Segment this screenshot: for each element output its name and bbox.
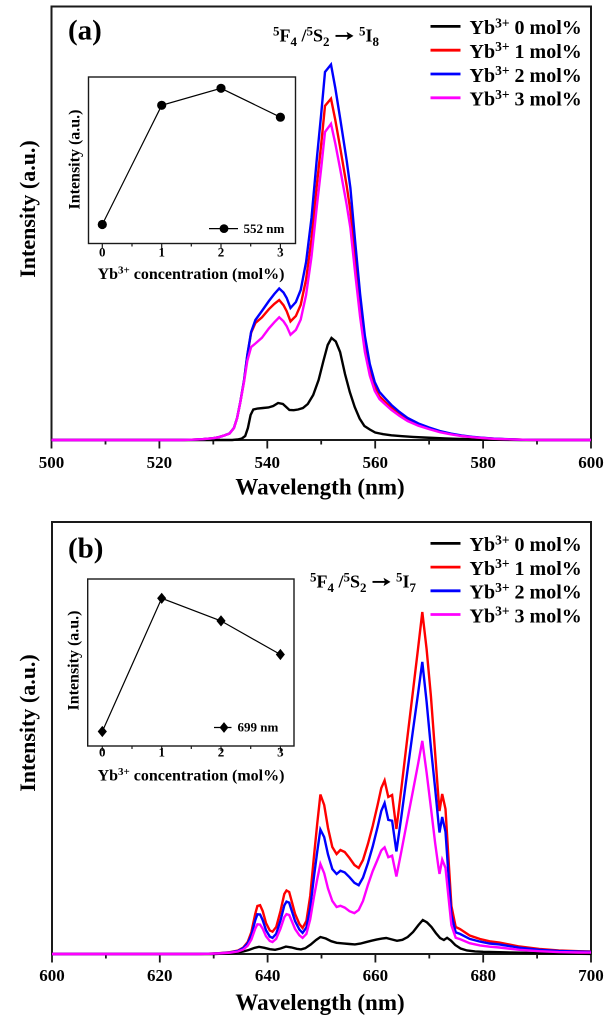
svg-text:580: 580: [470, 453, 496, 472]
svg-text:620: 620: [147, 966, 173, 985]
svg-text:660: 660: [363, 966, 389, 985]
svg-text:Intensity (a.u.): Intensity (a.u.): [66, 610, 83, 710]
svg-text:600: 600: [39, 966, 65, 985]
svg-text:Yb3+ concentration (mol%): Yb3+ concentration (mol%): [98, 265, 285, 284]
svg-text:552 nm: 552 nm: [244, 221, 285, 236]
svg-text:640: 640: [255, 966, 281, 985]
svg-text:540: 540: [255, 453, 281, 472]
svg-text:Yb3+ 0 mol%: Yb3+ 0 mol%: [470, 532, 582, 556]
svg-text:700: 700: [578, 966, 604, 985]
svg-text:3: 3: [277, 745, 284, 760]
svg-text:680: 680: [470, 966, 496, 985]
svg-text:Yb3+ 1 mol%: Yb3+ 1 mol%: [470, 39, 582, 63]
svg-text:2: 2: [218, 745, 225, 760]
svg-text:Yb3+ 2 mol%: Yb3+ 2 mol%: [470, 580, 582, 604]
svg-text:(a): (a): [68, 15, 102, 47]
svg-text:Yb3+ 0 mol%: Yb3+ 0 mol%: [470, 15, 582, 39]
svg-text:3: 3: [277, 245, 284, 260]
svg-text:600: 600: [578, 453, 604, 472]
svg-text:500: 500: [39, 453, 65, 472]
svg-text:0: 0: [99, 745, 106, 760]
svg-text:(b): (b): [68, 533, 103, 565]
svg-text:5F4 /5S2: 5F4 /5S2: [310, 570, 367, 596]
svg-text:1: 1: [158, 745, 165, 760]
svg-text:1: 1: [158, 245, 165, 260]
svg-text:0: 0: [99, 245, 106, 260]
svg-text:699 nm: 699 nm: [238, 720, 279, 735]
svg-text:Yb3+ concentration (mol%): Yb3+ concentration (mol%): [98, 766, 285, 785]
svg-text:2: 2: [218, 245, 225, 260]
svg-text:5I7: 5I7: [396, 570, 417, 596]
svg-text:Yb3+ 3 mol%: Yb3+ 3 mol%: [470, 87, 582, 111]
svg-text:Yb3+ 2 mol%: Yb3+ 2 mol%: [470, 63, 582, 87]
svg-text:520: 520: [147, 453, 173, 472]
svg-text:5F4 /5S2: 5F4 /5S2: [273, 24, 330, 50]
svg-text:Wavelength (nm): Wavelength (nm): [235, 475, 404, 500]
svg-text:Intensity (a.u.): Intensity (a.u.): [15, 654, 40, 792]
svg-text:Intensity (a.u.): Intensity (a.u.): [15, 140, 40, 278]
svg-text:560: 560: [362, 453, 388, 472]
svg-text:Wavelength (nm): Wavelength (nm): [235, 990, 404, 1015]
svg-text:Yb3+ 1 mol%: Yb3+ 1 mol%: [470, 556, 582, 580]
svg-text:5I8: 5I8: [359, 24, 380, 50]
svg-text:Yb3+ 3 mol%: Yb3+ 3 mol%: [470, 604, 582, 628]
svg-text:Intensity (a.u.): Intensity (a.u.): [67, 109, 84, 209]
